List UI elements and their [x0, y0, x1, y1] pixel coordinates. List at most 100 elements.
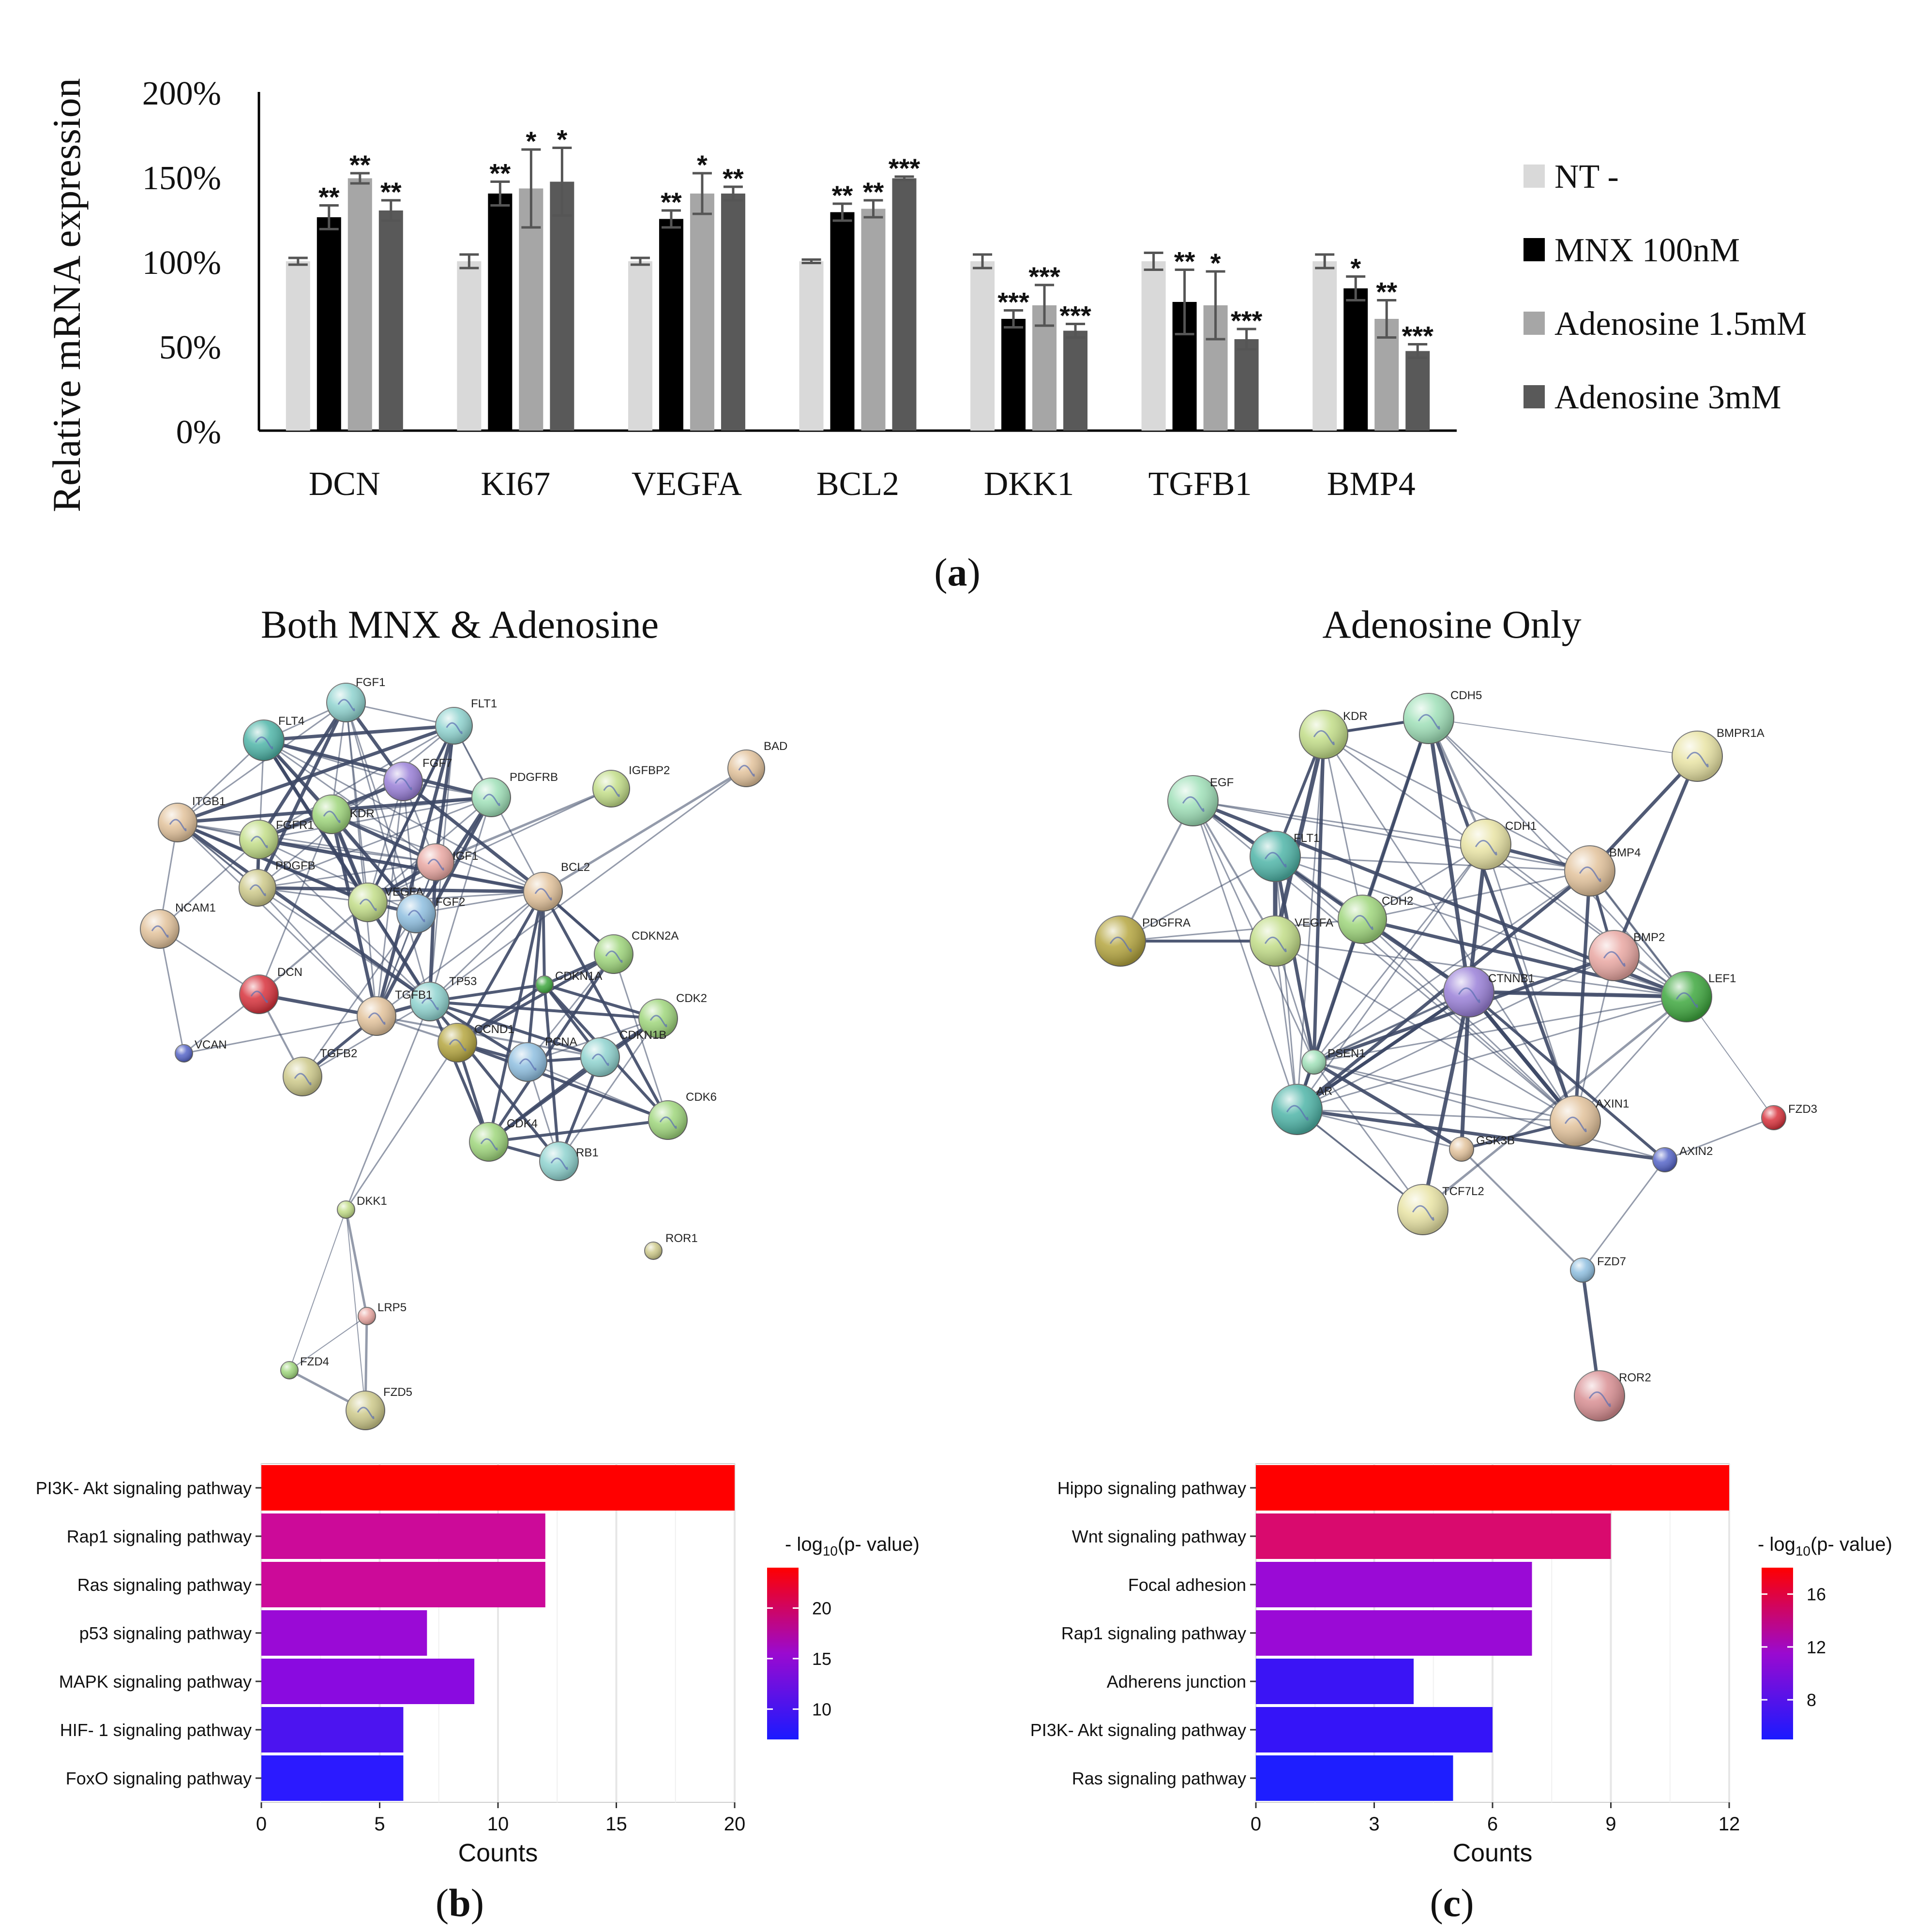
b-edge	[376, 780, 404, 1017]
c-node-label: BMP2	[1633, 931, 1665, 944]
b-node-flt4: FLT4	[243, 715, 304, 761]
c-node-structure	[1675, 992, 1698, 1008]
c-node-label: FZD3	[1788, 1103, 1817, 1116]
b-x-tick-label: 20	[724, 1813, 746, 1835]
significance-mark: ***	[1231, 305, 1263, 336]
b-node-tgfb1: TGFB1	[357, 988, 432, 1036]
b-node-shine	[438, 1023, 477, 1062]
b-node-itgb1: ITGB1	[158, 795, 226, 842]
b-node-label: CDKN1B	[619, 1029, 666, 1042]
b-bar-p53-signaling-pathway	[261, 1610, 427, 1656]
c-edge	[1296, 734, 1325, 1110]
c-bar-pi3k-akt-signaling-pathway	[1256, 1707, 1493, 1752]
c-edge	[1323, 734, 1591, 872]
bar-ki67-nt	[457, 261, 482, 431]
b-edge	[258, 839, 431, 1003]
legend-swatch-adenosine-1-5mm	[1524, 312, 1545, 335]
b-edge	[456, 1041, 669, 1122]
b-node-lrp5: LRP5	[358, 1301, 407, 1325]
c-node-label: CDH1	[1505, 820, 1537, 833]
b-edge	[258, 901, 369, 995]
c-edge	[1296, 1108, 1424, 1211]
panel-c-network: Adenosine Only KDR CDH5 BMPR1A EGF CDH1 FLT1 B…	[1095, 602, 1817, 1422]
b-node-label: CDKN1A	[555, 970, 602, 983]
b-node-structure	[605, 950, 623, 963]
b-node-shine	[472, 778, 511, 817]
c-edge	[1467, 990, 1666, 1161]
b-edge	[262, 738, 493, 799]
b-node-structure	[407, 910, 425, 922]
b-node-ror1: ROR1	[644, 1232, 698, 1260]
c-node-shine	[1302, 1050, 1326, 1074]
c-node-label: KDR	[1343, 710, 1368, 723]
b-node-label: DKK1	[357, 1195, 387, 1208]
b-node-structure	[151, 925, 169, 938]
c-node-label: FLT1	[1294, 832, 1320, 845]
c-edge	[1360, 917, 1689, 999]
b-node-pdgfrb: PDGFRB	[471, 771, 558, 817]
b-edge	[375, 724, 456, 1018]
c-node-gsk3b: GSK3B	[1449, 1134, 1515, 1162]
c-node-cdh2: CDH2	[1338, 895, 1413, 944]
b-node-ncam1: NCAM1	[140, 901, 216, 949]
b-edge	[345, 702, 431, 1003]
c-edge	[1460, 990, 1471, 1151]
c-edge	[1296, 1108, 1463, 1150]
legend-label-adenosine-3mm: Adenosine 3mM	[1554, 379, 1781, 416]
bar-dkk1-mnx-100nm	[1001, 319, 1026, 431]
significance-mark: *	[1210, 248, 1221, 278]
b-bar-hif-1-signaling-pathway	[261, 1707, 404, 1752]
y-tick-label: 200%	[142, 75, 221, 112]
b-edge	[177, 822, 369, 903]
panel-b-bars: 0 5 10 15 20 Counts PI3K- Akt signaling pathwa…	[36, 1463, 831, 1867]
bar-bcl2-adenosine-3mm	[892, 178, 917, 431]
c-y-tick-label: Rap1 signaling pathway	[1061, 1623, 1246, 1643]
b-node-structure	[550, 1157, 568, 1170]
c-node-ar: AR	[1271, 1084, 1332, 1135]
c-colorbar	[1762, 1568, 1793, 1739]
c-edge	[1574, 955, 1615, 1122]
b-node-structure	[480, 1138, 498, 1151]
b-edge	[345, 702, 417, 914]
c-edge	[1296, 990, 1470, 1111]
bar-ki67-mnx-100nm	[488, 194, 513, 431]
b-x-tick-label: 15	[605, 1813, 627, 1835]
panel-a-caption: (a)	[934, 550, 981, 594]
b-node-structure	[368, 1012, 386, 1025]
b-node-shine	[240, 975, 278, 1014]
bar-dkk1-adenosine-3mm	[1063, 330, 1088, 431]
significance-mark: *	[697, 150, 708, 180]
c-node-shine	[1672, 731, 1722, 781]
c-edge	[1119, 918, 1363, 942]
b-node-label: FGF2	[436, 896, 465, 909]
c-edge	[1273, 854, 1316, 1064]
c-node-label: VEGFA	[1295, 916, 1333, 929]
b-bar-foxo-signaling-pathway	[261, 1755, 404, 1801]
b-edge	[302, 1001, 431, 1078]
c-x-tick-label: 6	[1487, 1813, 1498, 1835]
legend-label-adenosine-1-5mm: Adenosine 1.5mM	[1554, 305, 1807, 343]
b-x-tick-label: 5	[374, 1813, 385, 1835]
c-node-shine	[1550, 1096, 1600, 1146]
panel-c-network-nodes: KDR CDH5 BMPR1A EGF CDH1 FLT1 BMP4 CDH2 PDGFRA VE…	[1095, 689, 1817, 1422]
b-edge	[543, 983, 560, 1163]
panel-c-network-edges	[1119, 717, 1775, 1398]
c-node-structure	[1264, 936, 1287, 952]
b-node-shine	[410, 982, 449, 1021]
b-node-shine	[540, 1142, 578, 1181]
b-edge	[542, 890, 669, 1122]
b-node-label: DCN	[277, 966, 302, 979]
b-node-label: CDK2	[676, 992, 707, 1005]
b-node-shine	[240, 820, 278, 859]
b-edge	[258, 796, 492, 840]
c-node-shine	[1653, 1148, 1677, 1172]
c-edge	[1467, 990, 1689, 999]
b-edge	[428, 1000, 660, 1020]
c-edge	[1313, 870, 1591, 1063]
legend-swatch-adenosine-3mm	[1524, 385, 1545, 408]
c-node-shine	[1250, 831, 1300, 882]
b-edge	[558, 1018, 659, 1162]
c-node-label: GSK3B	[1476, 1134, 1515, 1147]
x-tick-label-dkk1: DKK1	[984, 465, 1074, 503]
b-colorbar	[767, 1568, 799, 1739]
